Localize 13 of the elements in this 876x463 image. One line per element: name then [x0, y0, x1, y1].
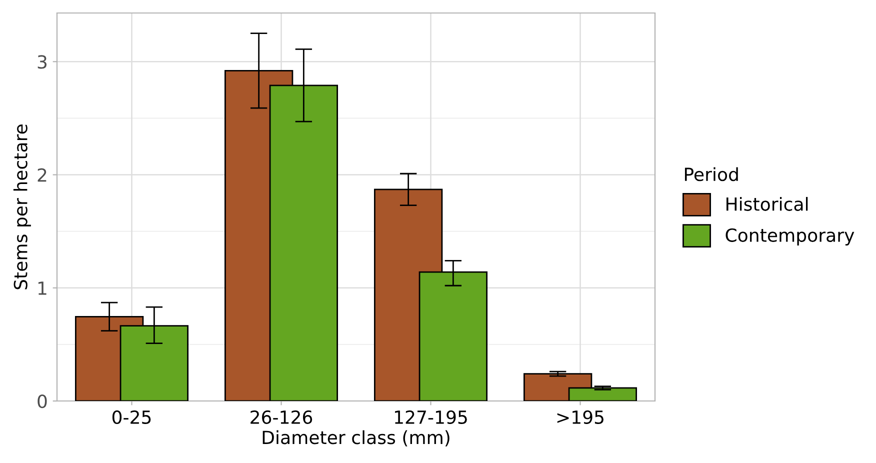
- y-tick-label: 3: [38, 55, 47, 69]
- y-tick-label: 2: [38, 168, 46, 182]
- x-tick-label: 127-195: [395, 410, 467, 424]
- legend-title: Period: [684, 167, 738, 182]
- legend-label: Historical: [726, 196, 808, 211]
- x-tick-label: >195: [557, 410, 604, 424]
- y-tick-label: 0: [38, 394, 47, 408]
- x-axis-title: Diameter class (mm): [262, 430, 450, 446]
- y-axis-title: Stems per hectare: [13, 124, 31, 290]
- y-tick-label: 1: [38, 282, 46, 295]
- legend-label: Contemporary: [726, 228, 854, 246]
- x-tick-label: 26-126: [250, 410, 312, 424]
- x-tick-label: 0-25: [112, 410, 151, 424]
